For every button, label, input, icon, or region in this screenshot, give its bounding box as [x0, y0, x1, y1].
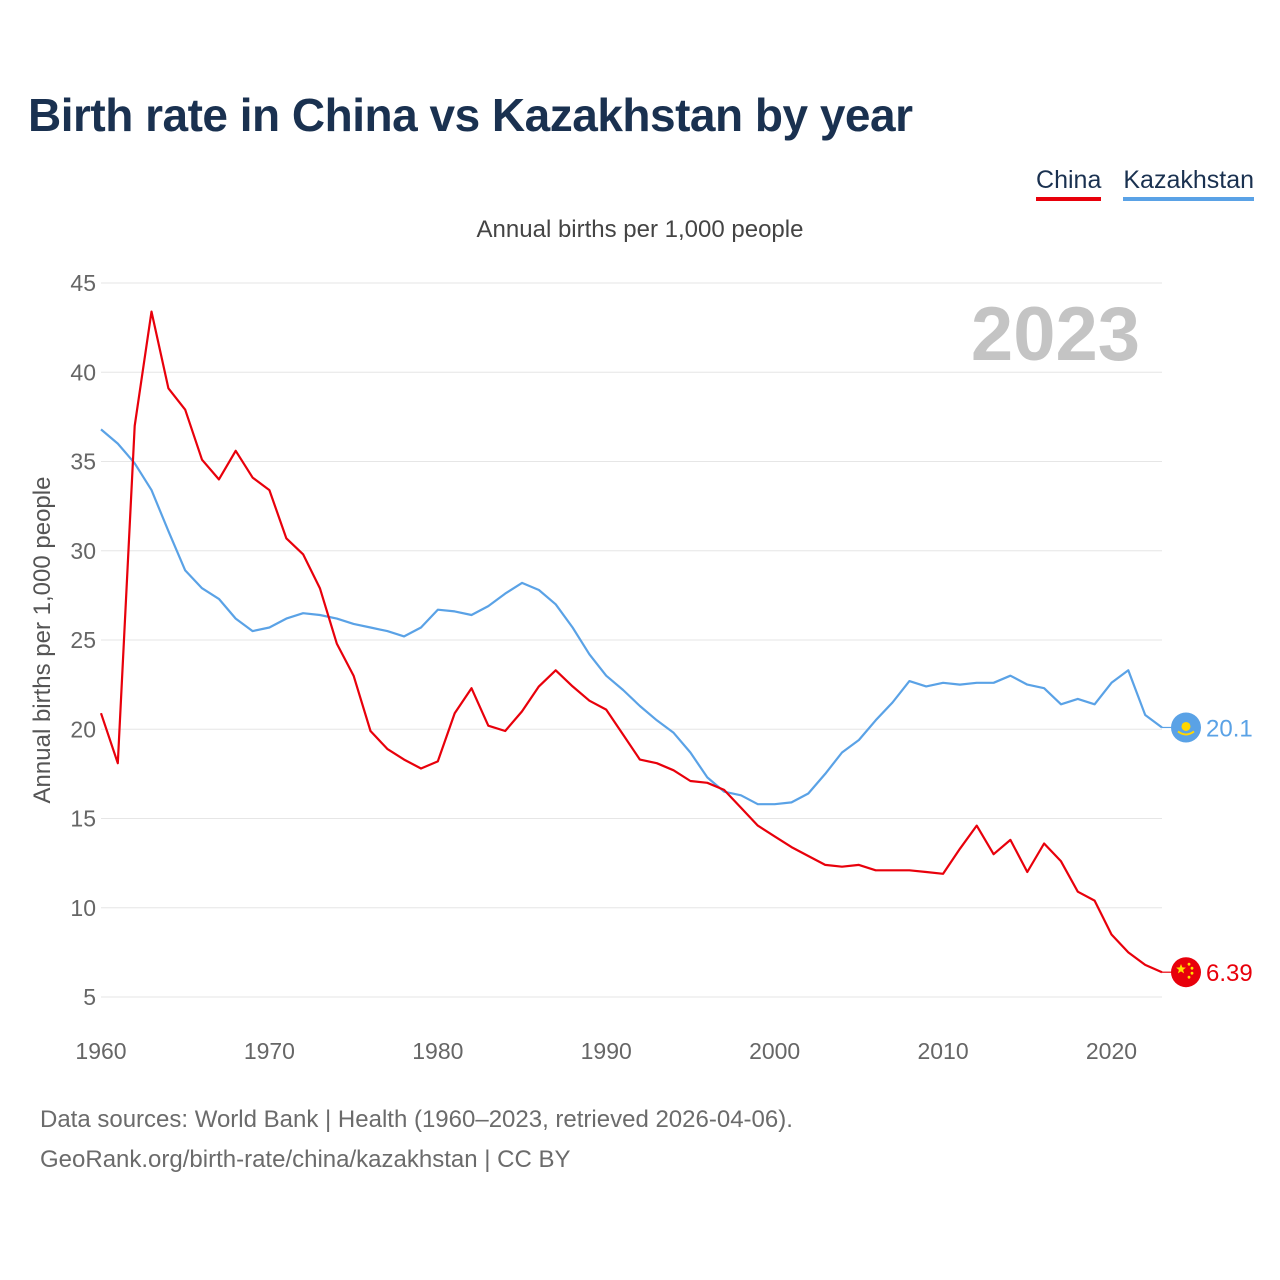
- y-tick-label: 35: [70, 449, 96, 475]
- source-link[interactable]: GeoRank.org/birth-rate/china/kazakhstan …: [40, 1146, 570, 1174]
- y-tick-label: 10: [70, 895, 96, 921]
- x-tick-label: 1970: [244, 1038, 295, 1064]
- line-chart: 2023 5 10 15 20 25 30 35 40 45 1960 1970 1980 1990 200…: [0, 0, 1280, 1280]
- x-tick-label: 2020: [1086, 1038, 1137, 1064]
- y-tick-label: 45: [70, 270, 96, 296]
- x-tick-label: 1990: [581, 1038, 632, 1064]
- y-tick-label: 40: [70, 359, 96, 385]
- y-tick-label: 5: [83, 984, 96, 1010]
- x-tick-label: 1960: [75, 1038, 126, 1064]
- y-tick-label: 30: [70, 538, 96, 564]
- year-watermark: 2023: [971, 292, 1140, 377]
- x-tick-label: 1980: [412, 1038, 463, 1064]
- end-value-label-china: 6.39: [1206, 960, 1253, 987]
- flag-kazakhstan-icon: [1171, 712, 1201, 742]
- source-note: Data sources: World Bank | Health (1960–…: [40, 1106, 793, 1134]
- flag-china-icon: [1171, 957, 1201, 987]
- y-tick-label: 25: [70, 627, 96, 653]
- y-axis-label: Annual births per 1,000 people: [29, 477, 56, 804]
- x-tick-label: 2000: [749, 1038, 800, 1064]
- y-tick-label: 15: [70, 806, 96, 832]
- series-line-china: [101, 312, 1162, 973]
- x-tick-label: 2010: [917, 1038, 968, 1064]
- end-value-label-kazakhstan: 20.1: [1206, 715, 1253, 742]
- y-tick-label: 20: [70, 716, 96, 742]
